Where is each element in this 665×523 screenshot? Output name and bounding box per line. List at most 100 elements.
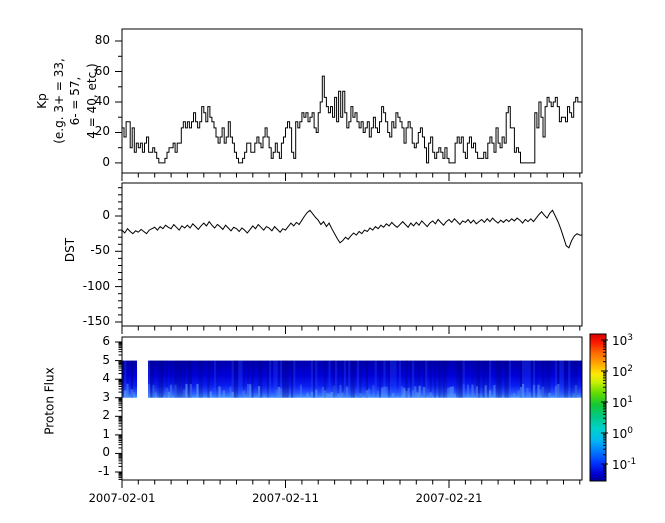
spectrogram-streak bbox=[528, 360, 531, 398]
spectrogram-streak bbox=[495, 360, 498, 398]
spectrogram-streak bbox=[156, 360, 159, 398]
colorbar-tick-label: 10-1 bbox=[612, 457, 637, 472]
spectrogram-bottom-streak bbox=[365, 390, 368, 398]
proton-ytick-label: -1 bbox=[98, 464, 110, 478]
spectrogram-streak bbox=[247, 360, 250, 398]
spectrogram-bottom-streak bbox=[416, 392, 419, 398]
proton-ytick-label: 0 bbox=[102, 445, 110, 460]
spectrogram-streak bbox=[519, 360, 522, 398]
spectrogram-streak bbox=[238, 360, 241, 398]
spectrogram-bottom-streak bbox=[152, 384, 155, 398]
spectrogram-streak bbox=[390, 360, 393, 398]
spectrogram-bottom-streak bbox=[392, 393, 395, 398]
dst-line bbox=[121, 209, 582, 249]
spectrogram-streak bbox=[183, 360, 186, 398]
spectrogram-streak bbox=[482, 360, 485, 398]
spectrogram-streak bbox=[365, 360, 368, 398]
spectrogram-bottom-streak bbox=[519, 387, 522, 398]
spectrogram-bottom-streak bbox=[447, 387, 450, 398]
spectrogram-streak bbox=[486, 360, 489, 398]
spectrogram-streak bbox=[293, 360, 296, 398]
spectrogram-streak bbox=[258, 360, 261, 398]
x-date-label: 2007-02-11 bbox=[252, 491, 319, 505]
spectrogram-streak bbox=[559, 360, 562, 398]
dst-frame bbox=[121, 182, 583, 327]
spectrogram-streak bbox=[269, 360, 272, 398]
spectrogram-streak bbox=[266, 360, 269, 398]
spectrogram-streak bbox=[242, 360, 245, 398]
spectrogram-bottom-streak bbox=[407, 387, 410, 398]
spectrogram-streak bbox=[282, 360, 285, 398]
spectrogram-bottom-streak bbox=[196, 383, 199, 398]
spectrogram-bottom-streak bbox=[242, 390, 245, 398]
spectrogram-streak bbox=[409, 360, 412, 398]
kp-axis-ticks bbox=[121, 173, 581, 181]
spectrogram-streak bbox=[324, 360, 327, 398]
spectrogram-bottom-streak bbox=[429, 392, 432, 398]
x-date-label: 2007-02-21 bbox=[415, 491, 483, 505]
spectrogram-streak bbox=[568, 360, 571, 398]
kp-ytick-label: 40 bbox=[94, 93, 110, 108]
colorbar-exponent: -1 bbox=[627, 457, 637, 467]
spectrogram-streak bbox=[181, 360, 184, 398]
colorbar-exponent: 1 bbox=[627, 395, 634, 405]
spectrogram-streak bbox=[346, 360, 349, 398]
colorbar-ticks bbox=[601, 339, 608, 477]
spectrogram-bottom-streak bbox=[174, 384, 177, 398]
spectrogram-streak bbox=[240, 360, 243, 398]
spectrogram-bottom-streak bbox=[321, 387, 324, 398]
proton-ytick-label: 6 bbox=[102, 334, 110, 348]
spectrogram-streak bbox=[178, 360, 181, 398]
spectrogram-bottom-streak bbox=[522, 384, 525, 398]
dst-y-ticks bbox=[115, 187, 122, 323]
spectrogram-bottom-streak bbox=[489, 390, 492, 398]
spectrogram-bottom-streak bbox=[231, 391, 234, 398]
spectrogram-streak bbox=[445, 360, 448, 398]
spectrogram-bottom-streak bbox=[557, 383, 560, 398]
spectrogram-streak bbox=[462, 360, 465, 398]
spectrogram-streak bbox=[458, 360, 461, 398]
dst-ytick-label: -50 bbox=[90, 243, 110, 258]
spectrogram-streak bbox=[189, 360, 192, 398]
spectrogram-streak bbox=[484, 360, 487, 398]
proton-axis-ticks bbox=[121, 480, 581, 488]
spectrogram-streak bbox=[313, 360, 316, 398]
colorbar-exponent: 0 bbox=[627, 426, 634, 436]
spectrogram-bottom-streak bbox=[222, 390, 225, 398]
spectrogram-streak bbox=[500, 360, 503, 398]
spectrogram-streak bbox=[504, 360, 507, 398]
spectrogram-streak bbox=[561, 360, 564, 398]
spectrogram-streak bbox=[572, 360, 575, 398]
spectrogram-streak bbox=[533, 360, 536, 398]
spectrogram-bottom-streak bbox=[337, 393, 340, 398]
spectrogram-streak bbox=[434, 360, 437, 398]
spectrogram-segment bbox=[122, 360, 138, 398]
proton-ytick-label: 5 bbox=[102, 352, 110, 367]
spectrogram-streak bbox=[291, 360, 294, 398]
spectrogram-bottom-streak bbox=[249, 384, 252, 398]
spectrogram-bottom-streak bbox=[346, 386, 349, 398]
spectrogram-bottom-streak bbox=[326, 393, 329, 398]
colorbar-tick-label: 100 bbox=[612, 426, 634, 441]
spectrogram-streak bbox=[530, 360, 533, 398]
kp-frame bbox=[121, 28, 583, 174]
spectrogram-streak bbox=[544, 360, 547, 398]
spectrogram-streak bbox=[352, 360, 355, 398]
proton-frame bbox=[121, 336, 583, 481]
spectrogram-bottom-streak bbox=[401, 386, 404, 398]
spectrogram-streak bbox=[555, 360, 558, 398]
spectrogram-bottom-streak bbox=[453, 393, 456, 398]
proton-ytick-label: 1 bbox=[102, 426, 110, 441]
spectrogram-bottom-streak bbox=[183, 389, 186, 398]
spectrogram-streak bbox=[348, 360, 351, 398]
spectrogram-streak bbox=[310, 360, 313, 398]
dst-axis-ticks bbox=[121, 326, 581, 334]
spectrogram-streak bbox=[478, 360, 481, 398]
spectrogram-streak bbox=[548, 360, 551, 398]
spectrogram-bottom-streak bbox=[462, 383, 465, 398]
spectrogram-streak bbox=[343, 360, 346, 398]
spectrogram-streak bbox=[522, 360, 525, 398]
spectrogram-streak bbox=[489, 360, 492, 398]
